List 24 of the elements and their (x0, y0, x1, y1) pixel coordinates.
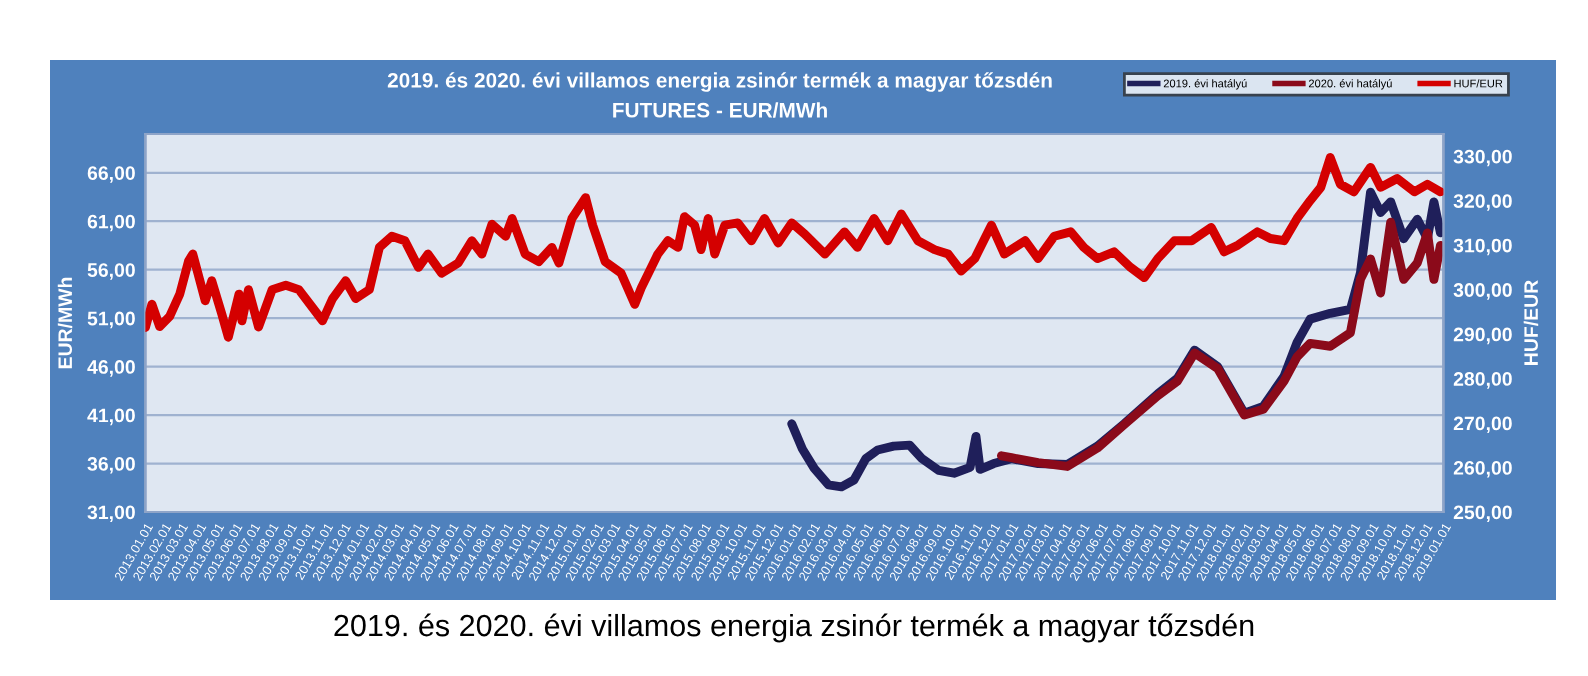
y2-tick-label: 270,00 (1453, 416, 1512, 434)
y-tick-label: 56,00 (87, 263, 135, 280)
y2-tick-label: 290,00 (1453, 327, 1512, 345)
line-series (997, 217, 1444, 471)
chart-subtitle: FUTURES - EUR/MWh (613, 102, 827, 118)
y2-tick-label: 280,00 (1453, 372, 1512, 389)
y-tick-label: 36,00 (87, 457, 135, 474)
y-tick-label: 46,00 (87, 360, 135, 377)
y2-tick-label: 250,00 (1453, 505, 1512, 523)
y2-tick-label: 320,00 (1453, 194, 1512, 211)
y2-tick-label: 260,00 (1453, 461, 1512, 478)
y2-tick-label: 300,00 (1453, 283, 1512, 300)
line-series (145, 153, 1444, 342)
text: 2019. és 2020. évi villamos energia zsinór termék a magyar tőzsdén (334, 613, 1254, 643)
y-tick-label: 31,00 (87, 505, 135, 523)
y-tick-label: 66,00 (87, 166, 135, 183)
y-axis-title: EUR/MWh (57, 277, 73, 369)
y2-axis-title: HUF/EUR (1523, 280, 1539, 365)
y2-tick-label: 310,00 (1453, 238, 1512, 256)
y-tick-label: 51,00 (87, 311, 135, 329)
y-tick-label: 61,00 (87, 214, 135, 232)
y2-tick-label: 330,00 (1453, 149, 1512, 167)
chart-title: 2019. és 2020. évi villamos energia zsinór termék a magyar tőzsdén (387, 72, 1052, 92)
y-tick-label: 41,00 (87, 408, 135, 426)
